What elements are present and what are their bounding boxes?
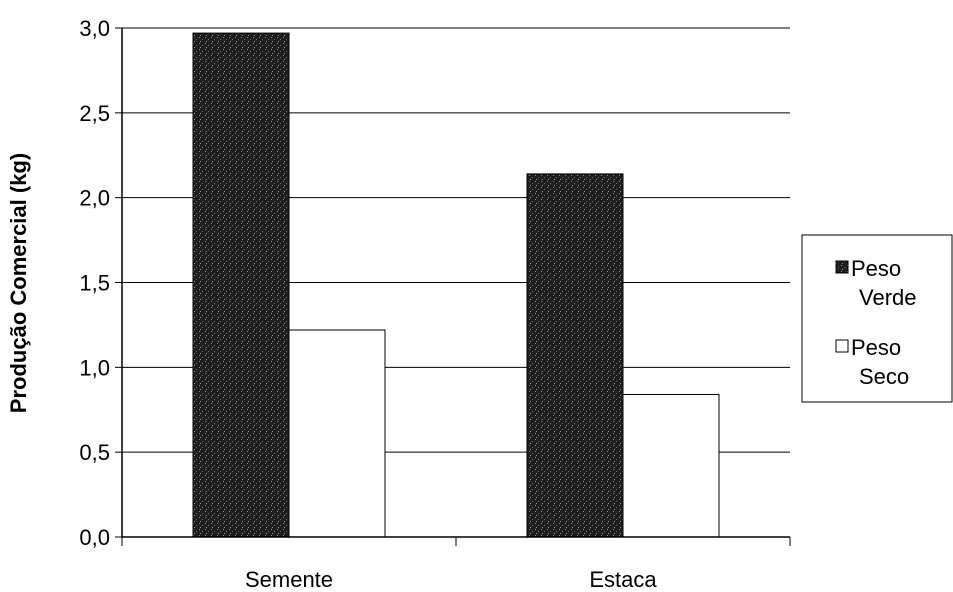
axes: [115, 27, 791, 546]
legend-label-peso-verde-line1: Peso: [851, 256, 901, 281]
y-axis-label: Produção Comercial (kg): [6, 153, 31, 413]
bars: [192, 32, 720, 538]
y-tick-labels: 0,0 0,5 1,0 1,5 2,0 2,5 3,0: [79, 16, 110, 550]
legend-label-peso-verde-line2: Verde: [859, 285, 917, 310]
legend-swatch-peso-verde: [835, 260, 849, 274]
legend: Peso Verde Peso Seco: [801, 234, 953, 403]
legend-label-peso-seco-line1: Peso: [851, 335, 901, 360]
bar-peso-verde-semente: [192, 32, 290, 538]
y-tick-label: 0,0: [79, 525, 110, 550]
y-tick-label: 2,0: [79, 186, 110, 211]
x-category-label: Estaca: [589, 567, 657, 592]
bar-peso-seco-estaca: [622, 393, 720, 538]
x-category-label: Semente: [245, 567, 333, 592]
bar-peso-seco-semente: [288, 329, 386, 538]
y-tick-label: 3,0: [79, 16, 110, 41]
y-tick-label: 2,5: [79, 101, 110, 126]
y-tick-label: 1,0: [79, 355, 110, 380]
y-tick-label: 1,5: [79, 271, 110, 296]
y-tick-label: 0,5: [79, 440, 110, 465]
legend-label-peso-seco-line2: Seco: [859, 364, 909, 389]
bar-peso-verde-estaca: [526, 173, 624, 538]
legend-swatch-peso-seco: [835, 339, 849, 353]
category-labels: Semente Estaca: [245, 567, 657, 592]
legend-box: [801, 234, 953, 403]
